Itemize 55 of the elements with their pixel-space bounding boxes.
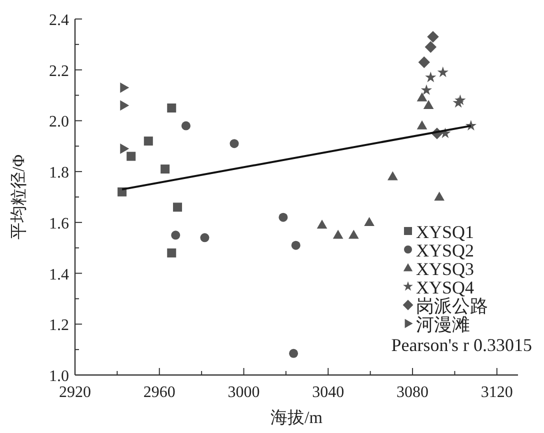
y-tick-label: 1.4 (49, 266, 69, 284)
point (173, 202, 182, 212)
point (348, 230, 359, 239)
point (332, 230, 344, 239)
point (167, 248, 176, 258)
legend-label: XYSQ1 (416, 222, 474, 242)
legend-label: XYSQ2 (416, 240, 474, 260)
point (278, 212, 288, 222)
point (120, 100, 130, 111)
y-axis-title: 平均粒径/Φ (9, 154, 28, 240)
point (364, 217, 374, 226)
point (200, 233, 210, 242)
y-tick-label: 1.8 (49, 164, 69, 182)
point (316, 220, 328, 229)
x-tick-label: 2960 (143, 384, 176, 401)
point (171, 230, 180, 240)
x-tick-label: 3000 (228, 384, 260, 401)
legend-label: 河漫滩 (416, 314, 470, 334)
point (427, 30, 439, 43)
point (425, 72, 436, 82)
point (416, 92, 428, 102)
legend-label: XYSQ4 (416, 278, 474, 298)
point (144, 136, 153, 146)
x-tick-label: 2920 (59, 384, 91, 401)
point (120, 82, 130, 93)
x-axis-title: 海拔/m (270, 408, 322, 427)
point (416, 120, 428, 130)
point (120, 144, 130, 154)
y-tick-label: 2.4 (49, 12, 69, 29)
y-tick-label: 1.2 (49, 317, 69, 334)
annotation: Pearson's r 0.33015 (391, 335, 532, 355)
point (126, 152, 136, 161)
point (289, 348, 298, 358)
point (423, 100, 434, 110)
x-tick-label: 3040 (312, 384, 344, 401)
x-tick-label: 3080 (396, 384, 429, 401)
point (388, 171, 398, 180)
point (424, 41, 437, 53)
point (434, 192, 444, 201)
legend-label: 岗派公路 (416, 296, 488, 316)
y-tick-label: 2.0 (49, 114, 69, 131)
point (230, 139, 239, 148)
y-tick-label: 1.0 (49, 368, 69, 385)
y-tick-label: 1.6 (49, 215, 69, 232)
point (420, 84, 432, 95)
point (167, 104, 176, 112)
point (437, 66, 448, 78)
point (452, 97, 464, 108)
legend-label: XYSQ3 (416, 259, 474, 279)
point (181, 121, 190, 130)
point (418, 56, 430, 68)
x-tick-label: 3120 (480, 384, 513, 401)
point (291, 240, 300, 250)
y-tick-label: 2.2 (49, 62, 69, 80)
point (160, 164, 170, 174)
